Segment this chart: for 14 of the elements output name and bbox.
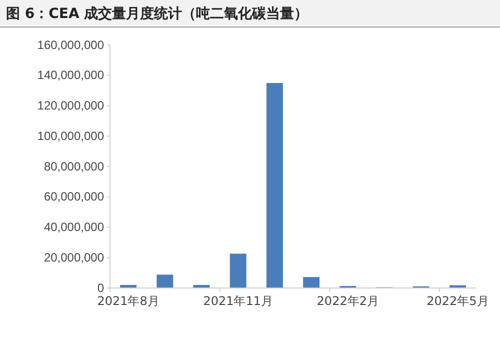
y-tick-label: 0 <box>97 280 104 295</box>
y-tick-label: 80,000,000 <box>44 159 104 174</box>
x-tick-label: 2022年5月 <box>426 294 489 308</box>
x-tick-label: 2022年2月 <box>316 294 379 308</box>
chart-title: 图 6：CEA 成交量月度统计（吨二氧化碳当量） <box>6 5 308 22</box>
x-tick-label: 2021年8月 <box>97 294 160 308</box>
y-tick-label: 100,000,000 <box>37 128 104 143</box>
y-tick-label: 140,000,000 <box>37 68 104 82</box>
y-tick-label: 120,000,000 <box>37 98 104 113</box>
y-tick-label: 20,000,000 <box>44 250 104 264</box>
x-tick-label: 2021年11月 <box>203 294 274 308</box>
y-tick-label: 60,000,000 <box>44 190 104 204</box>
y-tick-label: 40,000,000 <box>44 220 104 234</box>
y-tick-label: 160,000,000 <box>37 38 104 52</box>
